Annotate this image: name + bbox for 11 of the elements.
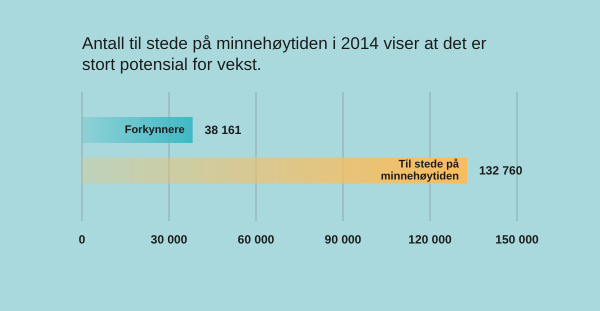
x-tick-label: 0 — [78, 232, 86, 247]
data-label: 132 760 — [479, 164, 523, 178]
x-tick-label: 90 000 — [324, 232, 362, 247]
x-tick-label: 30 000 — [150, 232, 188, 247]
chart-title: Antall til stede på minnehøytiden i 2014 viser at det er stort potensial for vekst. — [82, 33, 488, 75]
x-tick-label: 60 000 — [238, 232, 275, 247]
y-tick-label: Til stede på minnehøytiden — [380, 158, 460, 182]
y-tick-label: Forkynnere — [124, 124, 185, 136]
x-tick-label: 150 000 — [495, 232, 540, 247]
data-label: 38 161 — [204, 123, 242, 137]
x-tick-label: 120 000 — [408, 232, 452, 247]
